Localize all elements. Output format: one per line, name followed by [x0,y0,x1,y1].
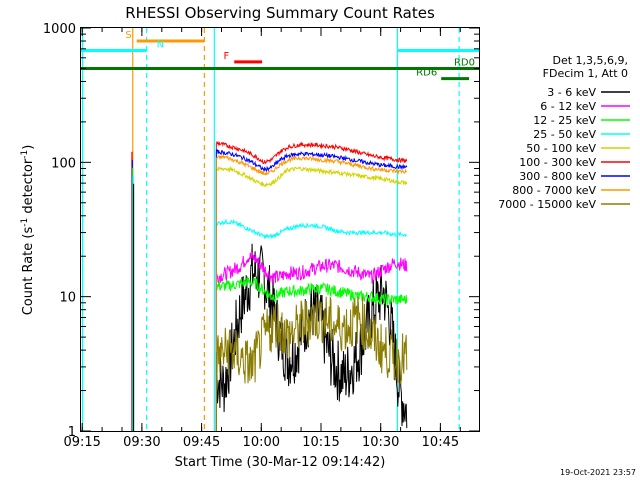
legend-header-line: FDecim 1, Att 0 [543,67,628,80]
legend-label: 12 - 25 keV [533,114,596,127]
y-axis-label: Count Rate (s-1 detector-1) [20,145,36,316]
legend-label: 25 - 50 keV [533,128,596,141]
x-tick-label: 10:30 [362,435,399,450]
x-tick-label: 09:45 [183,435,220,450]
series-line-100-300keV [216,141,408,165]
series-line-6-12keV [215,252,408,285]
x-tick-label: 09:15 [63,435,100,450]
flag-label-F: F [223,51,229,62]
plot-frame [80,27,480,432]
series-line-300-800keV [215,149,408,173]
x-axis: 09:15 09:30 09:45 10:00 10:15 10:30 10:45 [63,28,461,450]
x-tick-label: 09:30 [123,435,160,450]
y-tick-label: 100 [51,156,76,171]
series-line-7000-15000keV [215,296,408,385]
series-line-50-100keV [216,165,408,188]
chart-title: RHESSI Observing Summary Count Rates [125,4,435,22]
x-tick-label: 10:15 [302,435,339,450]
legend-label: 3 - 6 keV [547,86,596,99]
legend-label: 7000 - 15000 keV [498,198,596,211]
series-line-12-25keV [215,276,408,306]
legend-header-line: Det 1,3,5,6,9, [552,54,628,67]
y-tick-label: 10 [59,291,76,306]
series-line-3-6keV [215,243,408,429]
x-tick-label: 10:00 [243,435,280,450]
flag-label-RD0: RD0 [454,57,475,68]
y-axis: 1 10 100 1000 [43,22,479,440]
flag-label-N: N [157,39,164,50]
legend-label: 50 - 100 keV [526,142,596,155]
footer-date: 19-Oct-2021 23:57 [560,468,636,477]
x-axis-label: Start Time (30-Mar-12 09:14:42) [175,455,386,470]
y-tick-label: 1 [68,425,76,440]
x-tick-label: 10:45 [422,435,459,450]
legend-label: 300 - 800 keV [519,170,596,183]
series-line-800-7000keV [216,153,407,176]
chart-marks: S N F RD0 RD6 [81,28,479,431]
legend-label: 100 - 300 keV [519,156,596,169]
y-tick-label: 1000 [43,22,76,37]
legend: Det 1,3,5,6,9,FDecim 1, Att 0 3 - 6 keV6 … [498,54,630,211]
legend-label: 800 - 7000 keV [512,184,596,197]
flag-label-S: S [125,30,131,41]
series-line-25-50keV [215,218,408,239]
flag-label-RD6: RD6 [416,68,437,79]
legend-label: 6 - 12 keV [540,100,596,113]
